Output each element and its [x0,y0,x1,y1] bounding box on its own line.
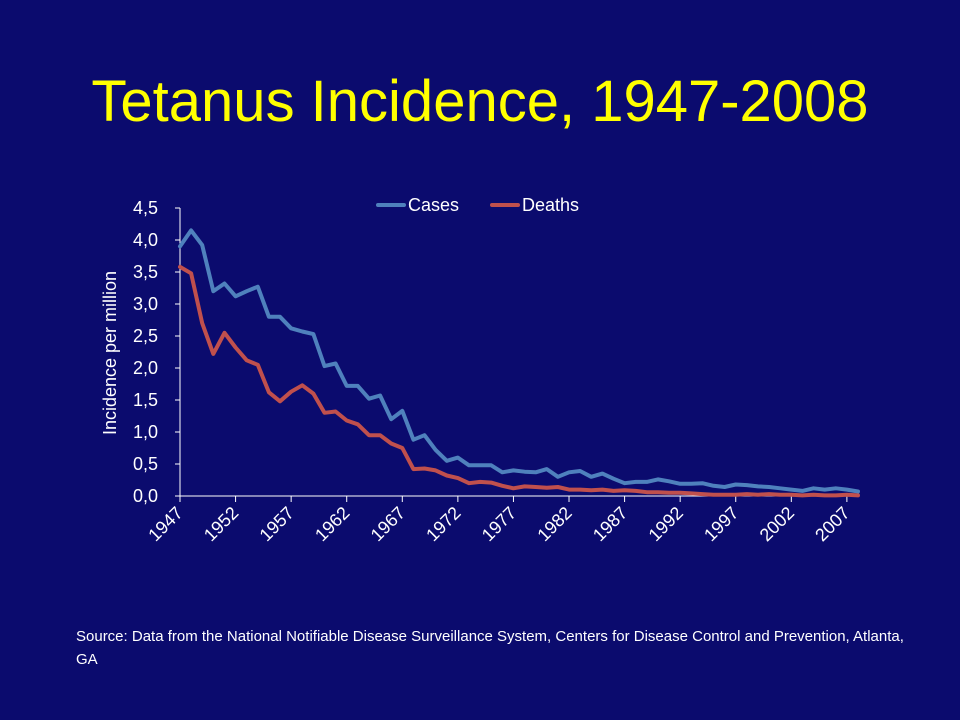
x-tick-label: 1967 [367,503,409,545]
y-tick-label: 1,0 [133,422,158,442]
chart-legend: Cases Deaths [376,195,579,215]
x-tick-label: 1997 [700,503,742,545]
x-tick-label: 1972 [422,503,464,545]
x-tick-labels: 1947 1952 1957 1962 1967 1972 1977 1982 1987 1992… [144,503,853,545]
y-tick-labels: 0,0 0,5 1,0 1,5 2,0 2,5 3,0 3,5 4,0 4,5 [133,198,158,506]
y-tick-label: 2,5 [133,326,158,346]
x-tick-label: 1977 [478,503,520,545]
line-chart: Cases Deaths Incidence per million 0,0 0,5… [100,195,860,545]
x-tick-label: 1987 [589,503,631,545]
series-line-cases [178,228,860,494]
slide-title: Tetanus Incidence, 1947-2008 [91,69,869,134]
y-tick-label: 4,0 [133,230,158,250]
x-tick-label: 1982 [533,503,575,545]
series-line-deaths [178,264,860,498]
x-tick-label: 1957 [256,503,298,545]
chart-axes [175,207,858,502]
source-note: Source: Data from the National Notifiabl… [76,628,904,668]
y-tick-label: 1,5 [133,390,158,410]
y-tick-label: 0,0 [133,486,158,506]
y-tick-label: 2,0 [133,358,158,378]
y-tick-label: 3,5 [133,262,158,282]
y-tick-label: 0,5 [133,454,158,474]
x-tick-label: 1962 [311,503,353,545]
x-tick-label: 1947 [144,503,186,545]
y-tick-label: 3,0 [133,294,158,314]
x-tick-label: 1952 [200,503,242,545]
x-tick-label: 2002 [756,503,798,545]
legend-label-cases: Cases [408,195,459,215]
legend-label-deaths: Deaths [522,195,579,215]
y-axis-title: Incidence per million [100,271,120,435]
chart-series [178,228,860,498]
x-tick-label: 2007 [811,503,853,545]
y-tick-label: 4,5 [133,198,158,218]
x-tick-label: 1992 [645,503,687,545]
